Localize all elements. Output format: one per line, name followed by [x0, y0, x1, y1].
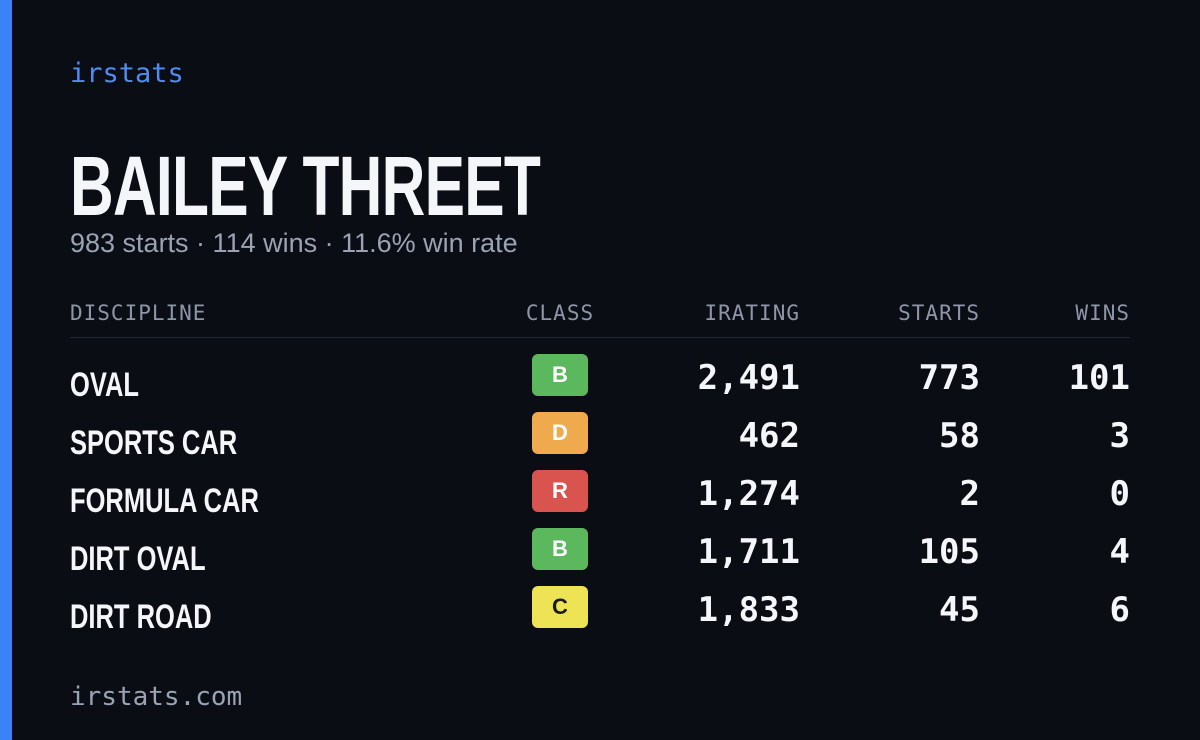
discipline: DIRT ROAD — [70, 598, 212, 636]
header-rule — [70, 337, 1130, 338]
stat-value: 101 — [1068, 358, 1130, 398]
discipline: SPORTS CAR — [70, 424, 238, 462]
discipline: DIRT OVAL — [70, 540, 206, 578]
stat-value: 45 — [939, 590, 980, 630]
stat-value: 2 — [959, 474, 980, 514]
footer-link: irstats.com — [70, 682, 243, 712]
class-badge: B — [532, 528, 588, 570]
stat-value: 1,833 — [697, 590, 800, 630]
driver-summary: 983 starts · 114 wins · 11.6% win rate — [70, 228, 518, 258]
driver-name: BAILEY THREET — [70, 139, 541, 233]
stat-value: 105 — [918, 532, 980, 572]
stat-value: 58 — [939, 416, 980, 456]
column-header: CLASS — [525, 301, 595, 325]
column-header: IRATING — [704, 301, 800, 325]
stat-value: 1,274 — [697, 474, 800, 514]
brand: irstats — [70, 58, 184, 89]
discipline: FORMULA CAR — [70, 482, 259, 520]
stat-value: 6 — [1109, 590, 1130, 630]
stat-value: 4 — [1109, 532, 1130, 572]
class-badge: C — [532, 586, 588, 628]
stat-value: 773 — [918, 358, 980, 398]
stat-value: 3 — [1109, 416, 1130, 456]
stat-value: 0 — [1109, 474, 1130, 514]
class-badge: D — [532, 412, 588, 454]
class-badge: R — [532, 470, 588, 512]
column-header: DISCIPLINE — [70, 301, 207, 325]
column-header: WINS — [1075, 301, 1130, 325]
stat-value: 2,491 — [697, 358, 800, 398]
class-badge: B — [532, 354, 588, 396]
accent-bar — [0, 0, 12, 740]
stat-value: 462 — [738, 416, 800, 456]
column-header: STARTS — [898, 301, 980, 325]
discipline: OVAL — [70, 366, 139, 404]
stat-value: 1,711 — [697, 532, 800, 572]
